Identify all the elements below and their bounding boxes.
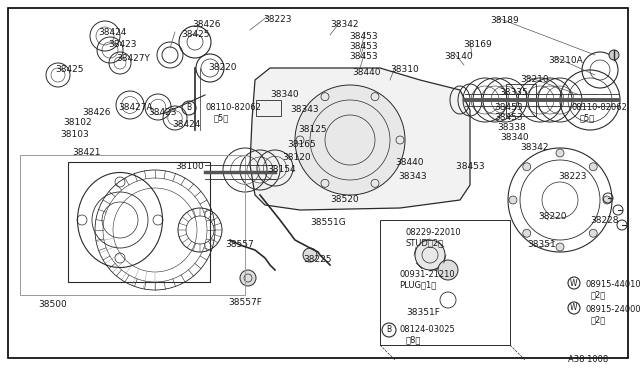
Circle shape xyxy=(589,229,597,237)
Circle shape xyxy=(240,270,256,286)
Circle shape xyxy=(556,243,564,251)
Text: 38557F: 38557F xyxy=(228,298,262,307)
Text: 。5〃: 。5〃 xyxy=(214,113,229,122)
Text: STUD。2〃: STUD。2〃 xyxy=(406,238,444,247)
Text: 38426: 38426 xyxy=(82,108,111,117)
Text: 38424: 38424 xyxy=(98,28,126,37)
Text: 38154: 38154 xyxy=(267,165,296,174)
Bar xyxy=(68,162,210,282)
Text: A38 1008: A38 1008 xyxy=(568,355,608,364)
Text: PLUG。1〃: PLUG。1〃 xyxy=(399,280,436,289)
Text: 38453: 38453 xyxy=(349,32,378,41)
Text: 38427A: 38427A xyxy=(118,103,152,112)
Text: 08229-22010: 08229-22010 xyxy=(406,228,461,237)
Text: 38351F: 38351F xyxy=(406,308,440,317)
Text: 38223: 38223 xyxy=(263,15,291,24)
Circle shape xyxy=(295,85,405,195)
Text: B: B xyxy=(186,103,191,112)
Text: 38500: 38500 xyxy=(38,300,67,309)
Text: 38165: 38165 xyxy=(287,140,316,149)
Text: 38210A: 38210A xyxy=(548,56,583,65)
Text: B: B xyxy=(387,326,392,334)
Text: 38228: 38228 xyxy=(590,216,618,225)
Text: 38343: 38343 xyxy=(290,105,319,114)
Text: 38343: 38343 xyxy=(398,172,427,181)
Circle shape xyxy=(509,196,517,204)
Text: 38342: 38342 xyxy=(520,143,548,152)
Text: 38103: 38103 xyxy=(60,130,89,139)
Text: 38520: 38520 xyxy=(330,195,358,204)
Text: 38100: 38100 xyxy=(175,162,204,171)
Text: W: W xyxy=(570,304,578,312)
Text: 38340: 38340 xyxy=(500,133,529,142)
Text: 。2〃: 。2〃 xyxy=(591,290,606,299)
Bar xyxy=(506,84,536,116)
Circle shape xyxy=(523,163,531,171)
Circle shape xyxy=(438,260,458,280)
Text: 08915-44010: 08915-44010 xyxy=(585,280,640,289)
Text: 38551G: 38551G xyxy=(310,218,346,227)
Text: 38102: 38102 xyxy=(63,118,92,127)
Text: 38557: 38557 xyxy=(225,240,253,249)
Text: 38210: 38210 xyxy=(520,75,548,84)
Text: 38351: 38351 xyxy=(527,240,556,249)
Text: 。5〃: 。5〃 xyxy=(580,113,595,122)
Text: 38338: 38338 xyxy=(497,123,525,132)
Circle shape xyxy=(603,196,611,204)
Text: 38423: 38423 xyxy=(108,40,136,49)
Circle shape xyxy=(556,149,564,157)
Text: W: W xyxy=(570,279,578,288)
Text: 38425: 38425 xyxy=(181,30,209,39)
Text: 38223: 38223 xyxy=(558,172,586,181)
Text: 38424: 38424 xyxy=(172,120,200,129)
Text: 38189: 38189 xyxy=(490,16,519,25)
Text: 38453: 38453 xyxy=(349,52,378,61)
Text: 08110-82062: 08110-82062 xyxy=(205,103,261,112)
Bar xyxy=(20,155,245,295)
Polygon shape xyxy=(250,68,470,210)
Circle shape xyxy=(523,229,531,237)
Text: 38453: 38453 xyxy=(494,103,523,112)
Circle shape xyxy=(589,163,597,171)
Bar xyxy=(380,220,510,345)
Text: 38421: 38421 xyxy=(72,148,100,157)
Text: 38453: 38453 xyxy=(494,113,523,122)
Text: 38310: 38310 xyxy=(390,65,419,74)
Text: 08915-24000: 08915-24000 xyxy=(585,305,640,314)
Text: 38340: 38340 xyxy=(270,90,299,99)
Text: 08124-03025: 08124-03025 xyxy=(400,325,456,334)
Text: 38453: 38453 xyxy=(456,162,488,171)
Circle shape xyxy=(303,248,317,262)
Bar xyxy=(256,100,281,116)
Text: 38425: 38425 xyxy=(55,65,83,74)
Text: 38453: 38453 xyxy=(349,42,378,51)
Text: 38423: 38423 xyxy=(148,108,177,117)
Text: 38342: 38342 xyxy=(330,20,358,29)
Text: 。8〃: 。8〃 xyxy=(406,335,421,344)
Text: 38220: 38220 xyxy=(538,212,566,221)
Text: 38427Y: 38427Y xyxy=(116,54,150,63)
Text: 38225: 38225 xyxy=(303,255,332,264)
Text: 38125: 38125 xyxy=(298,125,326,134)
Text: 38169: 38169 xyxy=(463,40,492,49)
Text: 38335: 38335 xyxy=(499,88,528,97)
Circle shape xyxy=(415,240,445,270)
Text: 38440: 38440 xyxy=(395,158,424,167)
Text: 38440: 38440 xyxy=(352,68,381,77)
Text: 38120: 38120 xyxy=(282,153,310,162)
Text: 。2〃: 。2〃 xyxy=(591,315,606,324)
Text: 00931-21210: 00931-21210 xyxy=(399,270,454,279)
Text: 38220: 38220 xyxy=(208,63,237,72)
Text: 38426: 38426 xyxy=(192,20,221,29)
Text: 08110-82062: 08110-82062 xyxy=(572,103,628,112)
Circle shape xyxy=(609,50,619,60)
Text: 38140: 38140 xyxy=(444,52,472,61)
